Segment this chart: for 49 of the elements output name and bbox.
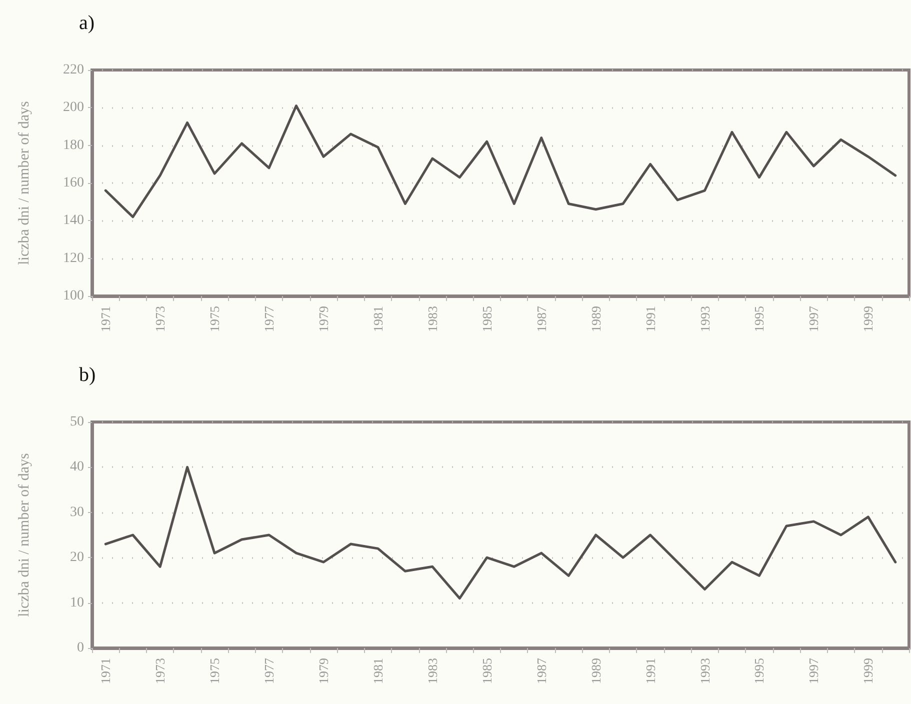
y-tick-label: 40 xyxy=(70,460,84,475)
chart-title: b) xyxy=(79,364,96,386)
y-tick-label: 200 xyxy=(63,100,84,116)
y-tick-label: 10 xyxy=(70,595,84,610)
x-tick-label: 1979 xyxy=(316,658,331,684)
x-tick-label: 1993 xyxy=(697,658,712,684)
x-tick-label: 1977 xyxy=(262,658,277,684)
x-tick-label: 1993 xyxy=(697,306,712,332)
x-tick-label: 1973 xyxy=(152,306,168,332)
x-tick-label: 1989 xyxy=(588,658,604,684)
x-tick-label: 1981 xyxy=(370,306,386,332)
x-tick-label: 1975 xyxy=(207,306,222,332)
y-tick-label: 30 xyxy=(70,504,84,520)
line-series xyxy=(104,466,897,600)
y-tick-label: 140 xyxy=(63,213,84,228)
chart-title: a) xyxy=(79,12,95,34)
x-tick-label: 1975 xyxy=(207,658,222,684)
line-series xyxy=(104,104,897,218)
x-tick-label: 1971 xyxy=(98,658,114,684)
y-axis-title: liczba dni / number of days xyxy=(16,100,32,265)
x-tick-label: 1971 xyxy=(98,306,114,332)
x-tick-label: 1995 xyxy=(752,658,767,684)
x-tick-label: 1995 xyxy=(752,306,767,332)
x-tick-label: 1997 xyxy=(806,306,822,332)
x-tick-label: 1987 xyxy=(534,658,549,684)
y-tick-label: 220 xyxy=(63,62,84,78)
y-tick-label: 50 xyxy=(70,414,84,430)
x-tick-label: 1985 xyxy=(479,306,494,332)
x-tick-label: 1977 xyxy=(262,306,277,332)
x-tick-label: 1985 xyxy=(479,658,494,684)
x-tick-label: 1999 xyxy=(860,658,876,684)
x-tick-label: 1991 xyxy=(642,306,658,332)
x-tick-label: 1997 xyxy=(806,658,822,684)
y-axis-title: liczba dni / number of days xyxy=(16,452,32,617)
x-tick-label: 1981 xyxy=(370,658,386,684)
x-tick-label: 1999 xyxy=(860,306,876,332)
y-tick-label: 100 xyxy=(63,288,84,304)
x-tick-label: 1979 xyxy=(316,306,331,332)
x-tick-label: 1973 xyxy=(152,658,168,684)
y-tick-label: 0 xyxy=(77,640,84,656)
y-tick-label: 160 xyxy=(63,176,84,190)
y-tick-label: 120 xyxy=(63,250,84,266)
y-tick-label: 180 xyxy=(63,138,84,153)
x-tick-label: 1989 xyxy=(588,306,604,332)
x-tick-label: 1983 xyxy=(424,306,440,332)
x-tick-label: 1983 xyxy=(424,658,440,684)
y-tick-label: 20 xyxy=(70,550,84,566)
x-tick-label: 1987 xyxy=(534,306,549,332)
x-tick-label: 1991 xyxy=(642,658,658,684)
